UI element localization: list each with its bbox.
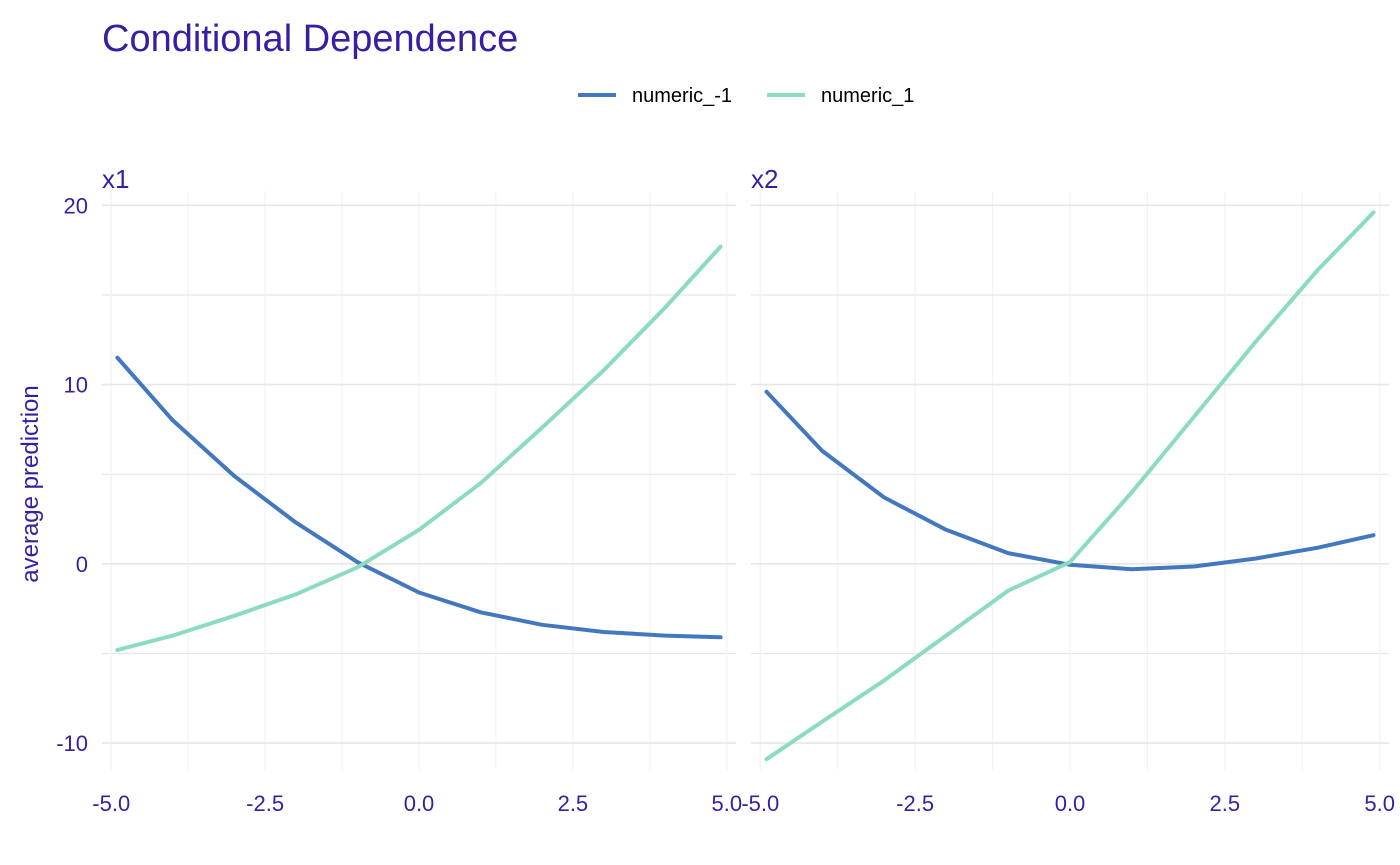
y-axis-title: average prediction	[17, 385, 44, 582]
facet-title-x2: x2	[751, 164, 778, 194]
panel-x2: x2 -5.0 -2.5 0.0 2.5 5.0	[741, 164, 1395, 816]
facet-title-x1: x1	[102, 164, 129, 194]
chart-title: Conditional Dependence	[102, 18, 518, 60]
panels: x1 -5.0 -2.5 0.0 2.5 5.0 -10 0 10 20 x2 -5.0 -2.5 0.0…	[56, 164, 1395, 816]
x-tick-label: 0.0	[404, 791, 435, 816]
series-line-numeric-1-x2	[764, 210, 1376, 762]
x-tick-label: -5.0	[92, 791, 130, 816]
series-line-numeric-1-x2	[764, 389, 1376, 572]
series-line-numeric-1-x1	[115, 244, 723, 652]
x-tick-label: -2.5	[896, 791, 934, 816]
x-tick-label: 2.5	[1210, 791, 1241, 816]
y-tick-label: 20	[64, 193, 88, 218]
x-tick-label: 2.5	[558, 791, 589, 816]
legend: numeric_-1 numeric_1	[578, 85, 914, 107]
y-tick-label: 0	[76, 552, 88, 577]
y-tick-label: -10	[56, 731, 88, 756]
x-tick-label: 0.0	[1055, 791, 1086, 816]
panel-x1: x1 -5.0 -2.5 0.0 2.5 5.0 -10 0 10 20	[56, 164, 742, 816]
y-tick-label: 10	[64, 373, 88, 398]
x-tick-label: 5.0	[1364, 791, 1395, 816]
series-line-numeric-1-x1	[115, 355, 723, 640]
x-tick-label: 5.0	[711, 791, 742, 816]
x-tick-label: -5.0	[741, 791, 779, 816]
legend-label-numeric-1: numeric_-1	[632, 85, 732, 107]
x-tick-label: -2.5	[246, 791, 284, 816]
legend-label-numeric-1: numeric_1	[821, 85, 914, 107]
